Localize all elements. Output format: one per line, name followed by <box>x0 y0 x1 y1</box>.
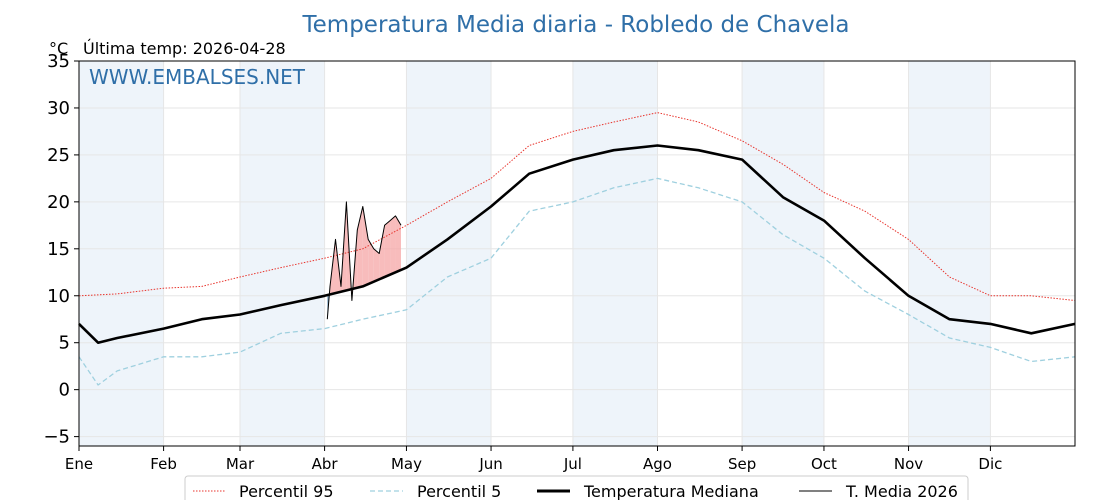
month-band <box>742 61 824 446</box>
x-tick-label: Oct <box>811 455 837 473</box>
line-percentil-5 <box>78 177 1076 386</box>
line-temperatura-mediana <box>78 144 1076 344</box>
y-tick-label: 25 <box>47 145 70 166</box>
month-band <box>239 61 325 446</box>
fill-above-median <box>390 215 396 275</box>
x-axis: Ene Feb Mar Abr May Jun Jul Ago Sep Oct Nov Dic <box>65 446 1002 473</box>
y-tick-label: 10 <box>47 286 70 307</box>
legend-label-p5: Percentil 5 <box>417 482 501 500</box>
fill-above-median <box>368 239 374 285</box>
y-tick-label: 15 <box>47 239 70 260</box>
x-tick-label: Ene <box>65 455 93 473</box>
fill-above-median <box>384 220 391 277</box>
fill-above-median <box>373 248 380 282</box>
x-tick-label: Mar <box>226 455 255 473</box>
month-band <box>406 61 492 446</box>
month-band <box>908 61 991 446</box>
legend-label-median: Temperatura Mediana <box>583 482 759 500</box>
x-tick-label: Abr <box>312 455 339 473</box>
line-percentil-95 <box>78 112 1076 301</box>
series-lines <box>78 112 1076 386</box>
legend: Percentil 95 Percentil 5 Temperatura Med… <box>184 475 969 500</box>
fill-above-median <box>357 206 363 288</box>
y-tick-label: 30 <box>47 98 70 119</box>
y-tick-label: −5 <box>43 427 70 448</box>
last-temp-label: Última temp: 2026-04-28 <box>83 39 286 58</box>
x-tick-label: Ago <box>643 455 672 473</box>
chart-title: Temperatura Media diaria - Robledo de Ch… <box>302 12 850 38</box>
y-tick-label: 5 <box>59 333 70 354</box>
legend-label-p95: Percentil 95 <box>239 482 334 500</box>
unit-label: °C <box>49 39 68 58</box>
x-tick-label: Sep <box>728 455 756 473</box>
x-tick-label: May <box>391 455 422 473</box>
fill-above-median <box>362 206 369 287</box>
plot-frame <box>78 60 1076 447</box>
x-tick-label: Feb <box>150 455 177 473</box>
fill-above-median <box>379 225 385 280</box>
y-tick-label: 20 <box>47 192 70 213</box>
x-tick-label: Dic <box>978 455 1002 473</box>
watermark: WWW.EMBALSES.NET <box>89 65 306 89</box>
x-tick-label: Nov <box>894 455 923 473</box>
month-band <box>79 61 164 446</box>
x-tick-label: Jun <box>478 455 502 473</box>
y-tick-label: 35 <box>47 51 70 72</box>
y-axis: −5 0 5 10 15 20 25 30 35 <box>43 51 79 448</box>
month-band <box>572 61 658 446</box>
legend-box <box>184 475 969 500</box>
alternating-month-bands <box>79 61 991 446</box>
line-t-media-2026 <box>326 201 402 320</box>
y-tick-label: 0 <box>59 380 70 401</box>
legend-label-current: T. Media 2026 <box>845 482 958 500</box>
x-tick-label: Jul <box>563 455 582 473</box>
